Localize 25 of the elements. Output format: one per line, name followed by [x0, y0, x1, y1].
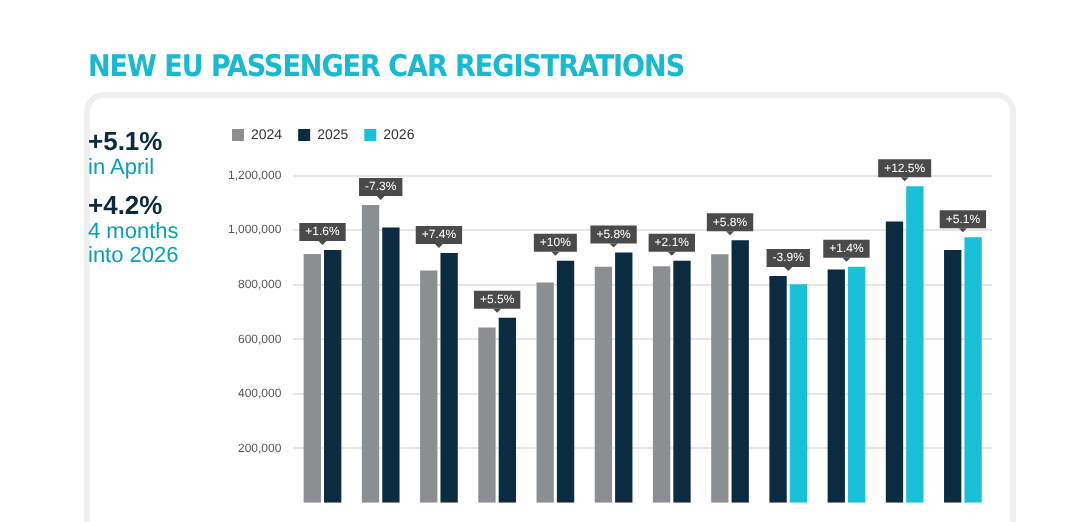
bar: [478, 327, 496, 503]
text: in April: [88, 156, 157, 180]
bar: [420, 270, 438, 503]
text: +5.1%: [88, 126, 165, 156]
bar: [382, 227, 400, 503]
bar: [324, 250, 342, 503]
bar: [594, 266, 613, 503]
bar: [652, 266, 671, 503]
chart-title: NEW EU PASSENGER CAR REGISTRATIONS: [88, 48, 685, 84]
bar: [847, 266, 866, 503]
bar: [536, 282, 554, 503]
text: 4 months into 2026: [88, 220, 181, 268]
bar: [361, 205, 380, 503]
bar: [615, 252, 633, 503]
bar: [731, 240, 749, 503]
bar: [964, 237, 982, 503]
bar: [673, 260, 691, 503]
bar: [711, 254, 729, 503]
bar: [303, 253, 321, 503]
bar: [789, 284, 808, 503]
bar: [556, 260, 575, 503]
bar: [440, 253, 458, 503]
bar: [906, 186, 924, 503]
text: +4.2%: [88, 190, 165, 220]
bar: [498, 317, 516, 503]
